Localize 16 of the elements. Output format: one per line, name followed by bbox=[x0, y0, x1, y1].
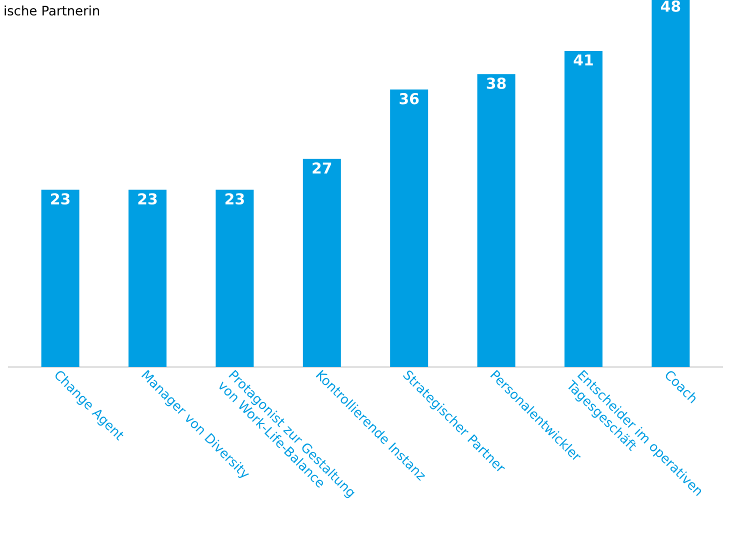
bar bbox=[302, 158, 341, 367]
bar bbox=[564, 50, 602, 367]
bar bbox=[128, 190, 167, 367]
data-label: 38 bbox=[486, 78, 506, 89]
bar bbox=[41, 190, 80, 367]
data-label: 48 bbox=[660, 0, 680, 12]
data-label: 27 bbox=[312, 162, 332, 174]
bar bbox=[477, 74, 516, 367]
text: ische Partnerin bbox=[4, 6, 100, 16]
data-label: 23 bbox=[51, 193, 70, 205]
data-label: 41 bbox=[574, 54, 593, 66]
data-label: 23 bbox=[225, 193, 244, 205]
bar bbox=[390, 90, 428, 367]
bar bbox=[216, 190, 254, 367]
data-label: 36 bbox=[400, 93, 419, 104]
data-label: 23 bbox=[138, 193, 157, 205]
